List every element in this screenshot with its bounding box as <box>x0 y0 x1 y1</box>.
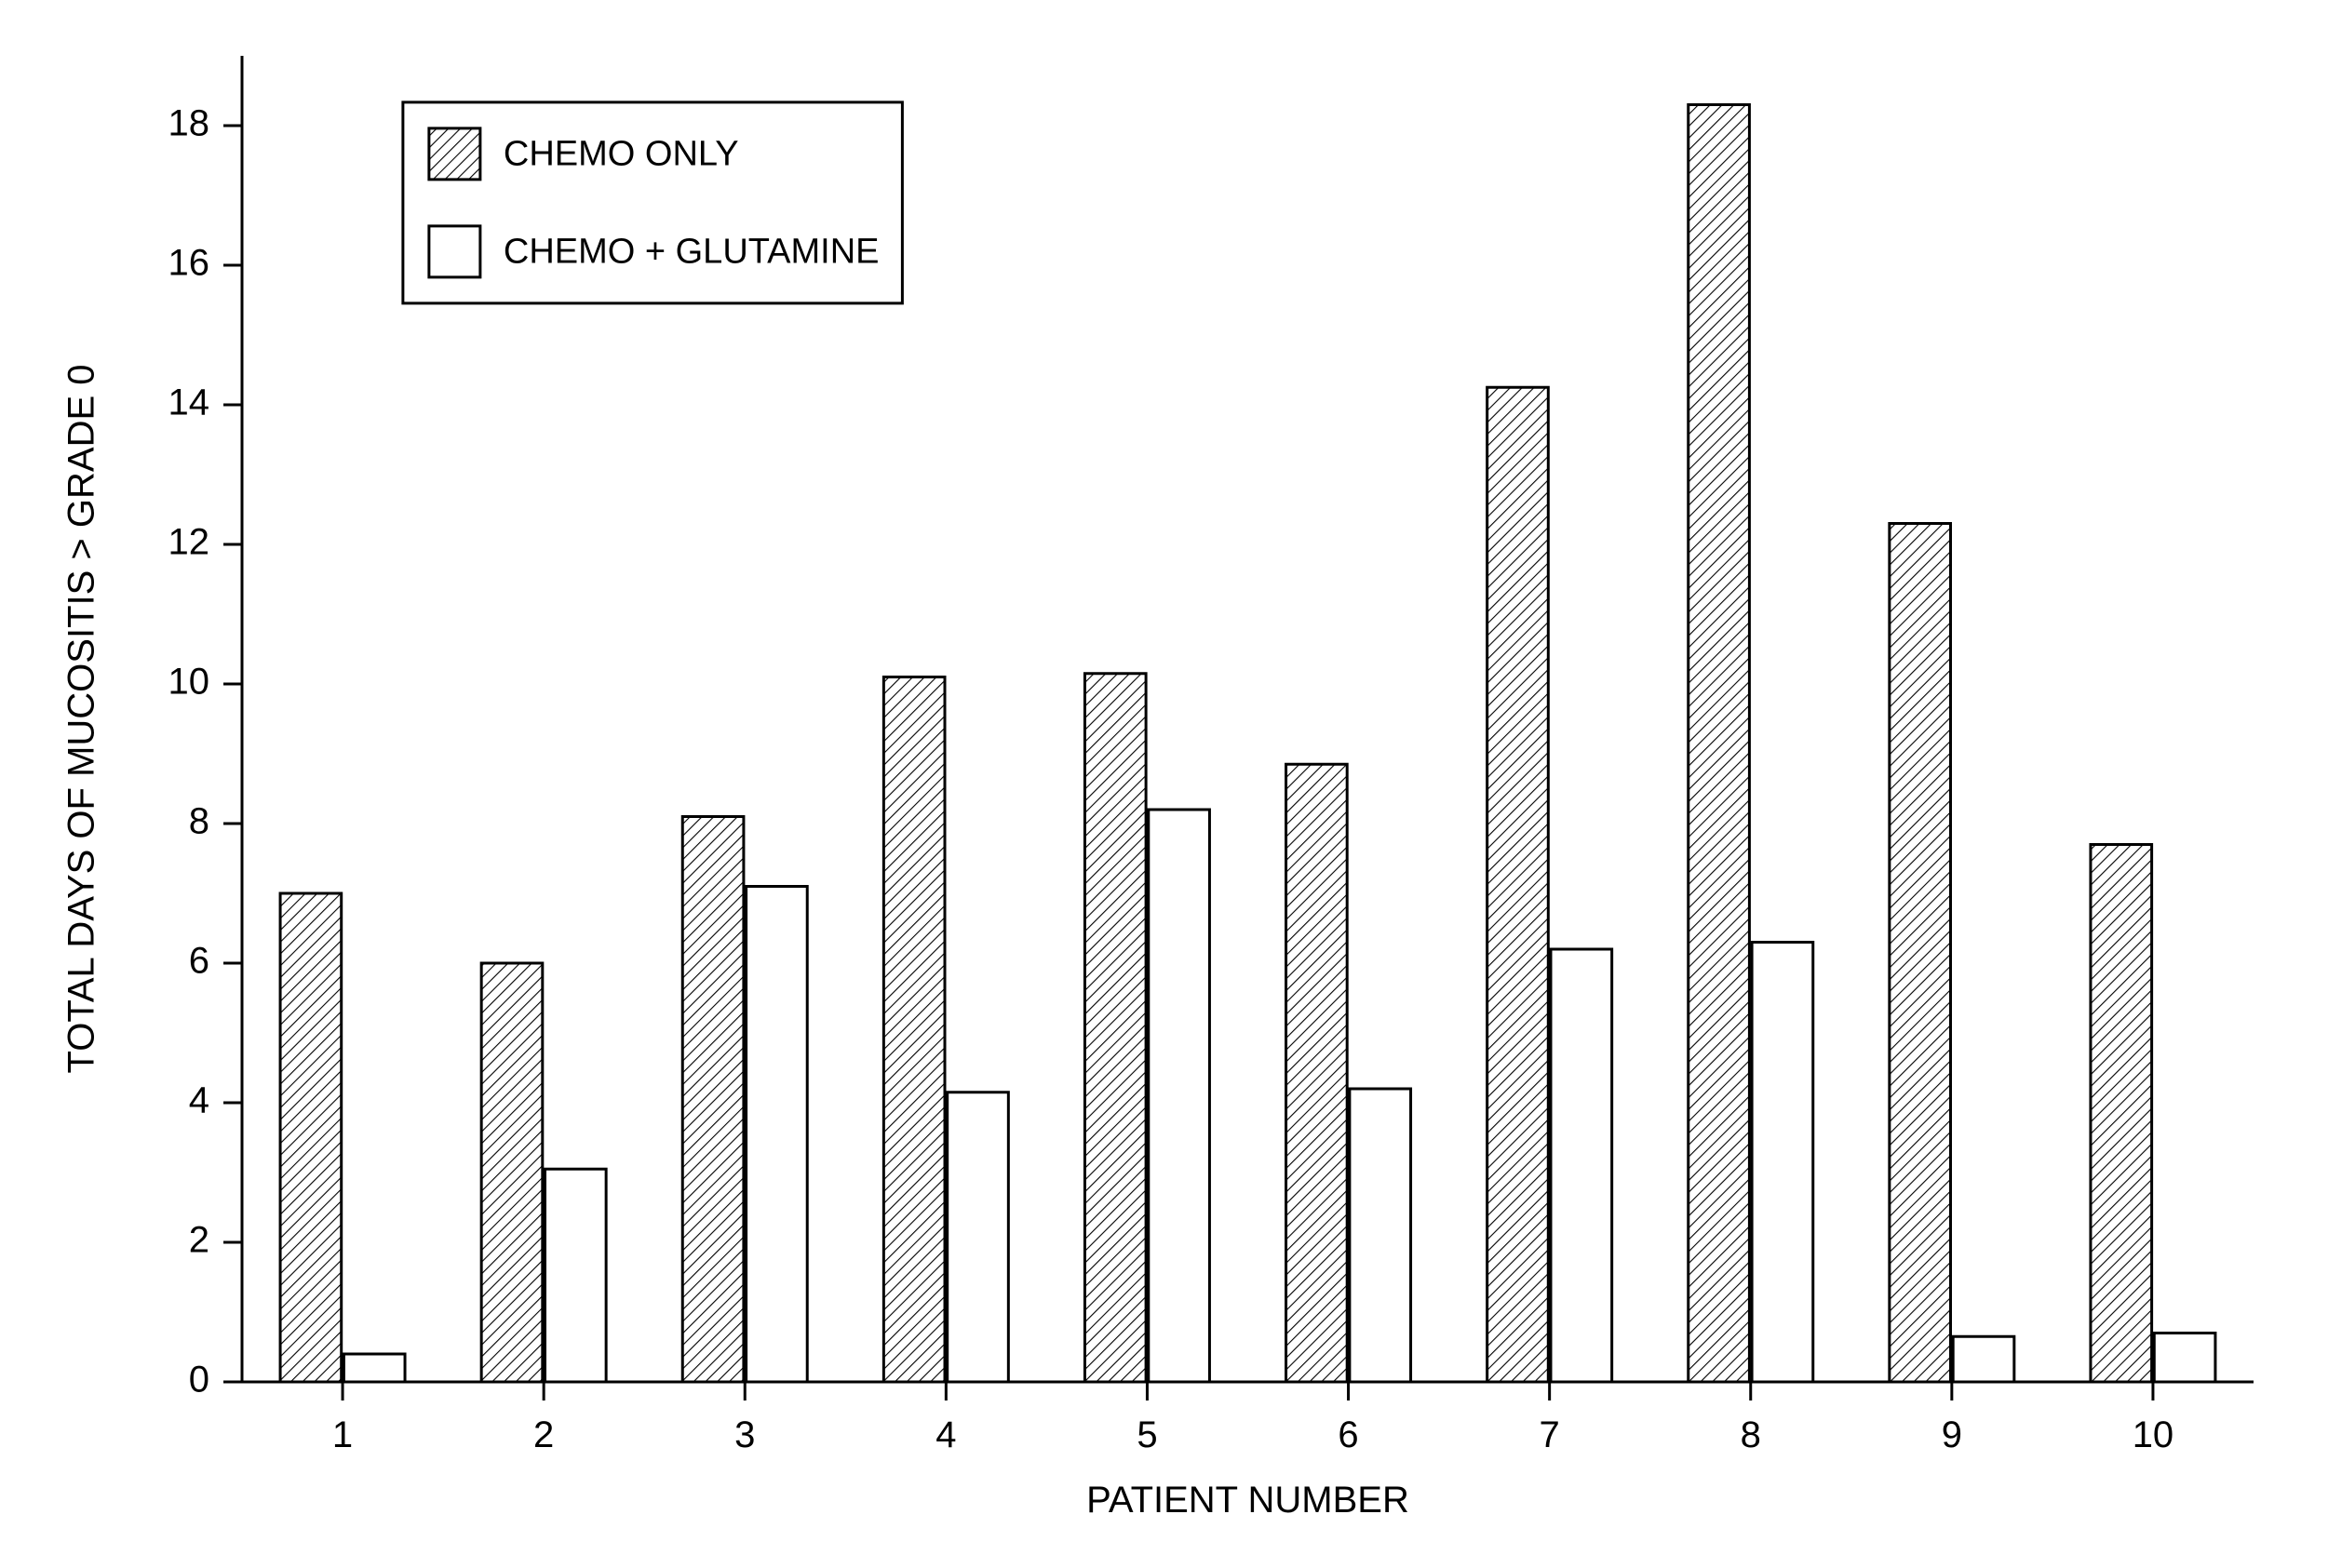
legend-label: CHEMO + GLUTAMINE <box>504 232 880 271</box>
y-tick-label: 14 <box>168 382 210 423</box>
bar-chemo_glutamine <box>747 887 808 1383</box>
bar-chemo_only <box>883 677 945 1383</box>
y-tick-label: 10 <box>168 662 210 703</box>
bar-chemo_only <box>481 963 543 1382</box>
x-tick-label: 3 <box>734 1414 755 1455</box>
y-tick-label: 18 <box>168 103 210 144</box>
x-tick-label: 8 <box>1741 1414 1761 1455</box>
bar-chemo_glutamine <box>1149 810 1210 1382</box>
bar-chemo_glutamine <box>545 1169 606 1382</box>
grouped-bar-chart: 024681012141618TOTAL DAYS OF MUCOSITIS >… <box>0 0 2328 1568</box>
x-tick-label: 5 <box>1137 1414 1157 1455</box>
y-tick-label: 16 <box>168 243 210 284</box>
y-tick-label: 4 <box>189 1080 209 1121</box>
bar-chemo_glutamine <box>2154 1333 2215 1383</box>
bar-chemo_only <box>1286 764 1348 1382</box>
y-axis-label: TOTAL DAYS OF MUCOSITIS > GRADE 0 <box>61 365 102 1074</box>
legend-swatch <box>429 128 480 180</box>
legend-swatch <box>429 226 480 277</box>
x-tick-label: 4 <box>935 1414 956 1455</box>
bar-chemo_only <box>1487 387 1549 1382</box>
legend: CHEMO ONLY CHEMO + GLUTAMINE <box>403 102 903 303</box>
x-axis-label: PATIENT NUMBER <box>1086 1480 1409 1521</box>
y-tick-label: 2 <box>189 1220 209 1261</box>
chart-container: 024681012141618TOTAL DAYS OF MUCOSITIS >… <box>0 0 2328 1568</box>
bar-chemo_only <box>682 817 744 1383</box>
bar-chemo_only <box>2091 845 2152 1383</box>
y-tick-label: 6 <box>189 941 209 982</box>
bar-chemo_glutamine <box>1551 949 1612 1382</box>
bar-chemo_glutamine <box>343 1354 405 1382</box>
legend-label: CHEMO ONLY <box>504 134 739 173</box>
x-tick-label: 9 <box>1942 1414 1962 1455</box>
y-tick-label: 8 <box>189 801 209 842</box>
y-tick-label: 12 <box>168 522 210 563</box>
y-tick-label: 0 <box>189 1360 209 1400</box>
bar-chemo_only <box>1689 105 1750 1383</box>
bar-chemo_only <box>280 893 342 1382</box>
bar-chemo_only <box>1890 524 1951 1383</box>
x-tick-label: 10 <box>2133 1414 2174 1455</box>
x-tick-label: 1 <box>332 1414 353 1455</box>
bar-chemo_glutamine <box>948 1092 1009 1382</box>
bar-chemo_glutamine <box>1953 1336 2014 1382</box>
x-tick-label: 2 <box>533 1414 554 1455</box>
bar-chemo_glutamine <box>1350 1089 1411 1382</box>
bar-chemo_only <box>1084 674 1146 1382</box>
x-tick-label: 6 <box>1338 1414 1358 1455</box>
bar-chemo_glutamine <box>1752 943 1813 1383</box>
x-tick-label: 7 <box>1540 1414 1560 1455</box>
